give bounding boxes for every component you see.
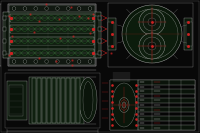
Circle shape	[143, 37, 161, 55]
Bar	[3, 51, 6, 55]
Bar	[9, 5, 95, 65]
Bar	[138, 80, 195, 85]
Bar	[98, 51, 101, 55]
Circle shape	[56, 7, 59, 10]
Circle shape	[66, 60, 70, 63]
Bar	[108, 18, 116, 50]
Bar	[61, 78, 65, 123]
Bar	[10, 25, 94, 33]
Bar	[184, 18, 192, 50]
Ellipse shape	[79, 78, 97, 122]
Bar	[7, 81, 27, 120]
Bar	[11, 38, 93, 45]
Bar	[138, 107, 195, 112]
Bar	[11, 14, 93, 22]
Circle shape	[56, 60, 59, 63]
Circle shape	[34, 7, 38, 10]
Bar	[29, 77, 84, 124]
Circle shape	[88, 60, 92, 63]
Bar	[108, 22, 114, 46]
Ellipse shape	[83, 82, 93, 119]
Bar	[37, 78, 41, 123]
Bar	[138, 116, 195, 121]
Bar	[10, 37, 94, 45]
Bar	[110, 80, 138, 130]
Bar	[95, 16, 99, 54]
Circle shape	[143, 13, 161, 31]
Circle shape	[23, 7, 27, 10]
Bar	[9, 85, 23, 116]
Bar	[47, 78, 51, 123]
Circle shape	[77, 60, 81, 63]
Bar	[108, 3, 193, 67]
Bar	[8, 4, 96, 66]
Bar	[52, 78, 56, 123]
Bar	[5, 16, 9, 54]
Ellipse shape	[112, 83, 136, 127]
Bar	[98, 16, 101, 20]
Circle shape	[139, 33, 165, 59]
Circle shape	[34, 60, 38, 63]
Bar	[9, 5, 95, 12]
Circle shape	[45, 7, 48, 10]
Bar	[98, 39, 101, 43]
Ellipse shape	[122, 5, 182, 63]
Bar	[42, 78, 46, 123]
Bar	[10, 14, 94, 22]
Circle shape	[23, 60, 27, 63]
Bar	[9, 58, 95, 65]
Bar	[3, 27, 6, 31]
Circle shape	[148, 18, 156, 26]
Circle shape	[66, 7, 70, 10]
Bar	[138, 89, 195, 94]
Bar	[3, 39, 6, 43]
Bar	[98, 27, 101, 31]
Circle shape	[148, 42, 156, 50]
Bar	[138, 125, 195, 130]
Circle shape	[12, 7, 16, 10]
Bar	[10, 49, 94, 57]
Circle shape	[45, 60, 48, 63]
Bar	[95, 12, 101, 58]
Circle shape	[12, 60, 16, 63]
Circle shape	[139, 9, 165, 35]
Bar	[71, 78, 75, 123]
Bar	[3, 12, 9, 58]
Bar	[138, 98, 195, 103]
Bar	[76, 78, 80, 123]
Bar	[186, 22, 192, 46]
Bar	[110, 80, 195, 130]
Circle shape	[77, 7, 81, 10]
Circle shape	[88, 7, 92, 10]
Bar	[11, 49, 93, 57]
Bar	[3, 16, 6, 20]
Ellipse shape	[126, 9, 178, 59]
Bar	[57, 78, 60, 123]
Bar	[5, 73, 100, 128]
Bar	[66, 78, 70, 123]
Bar	[32, 78, 36, 123]
Bar	[11, 26, 93, 32]
